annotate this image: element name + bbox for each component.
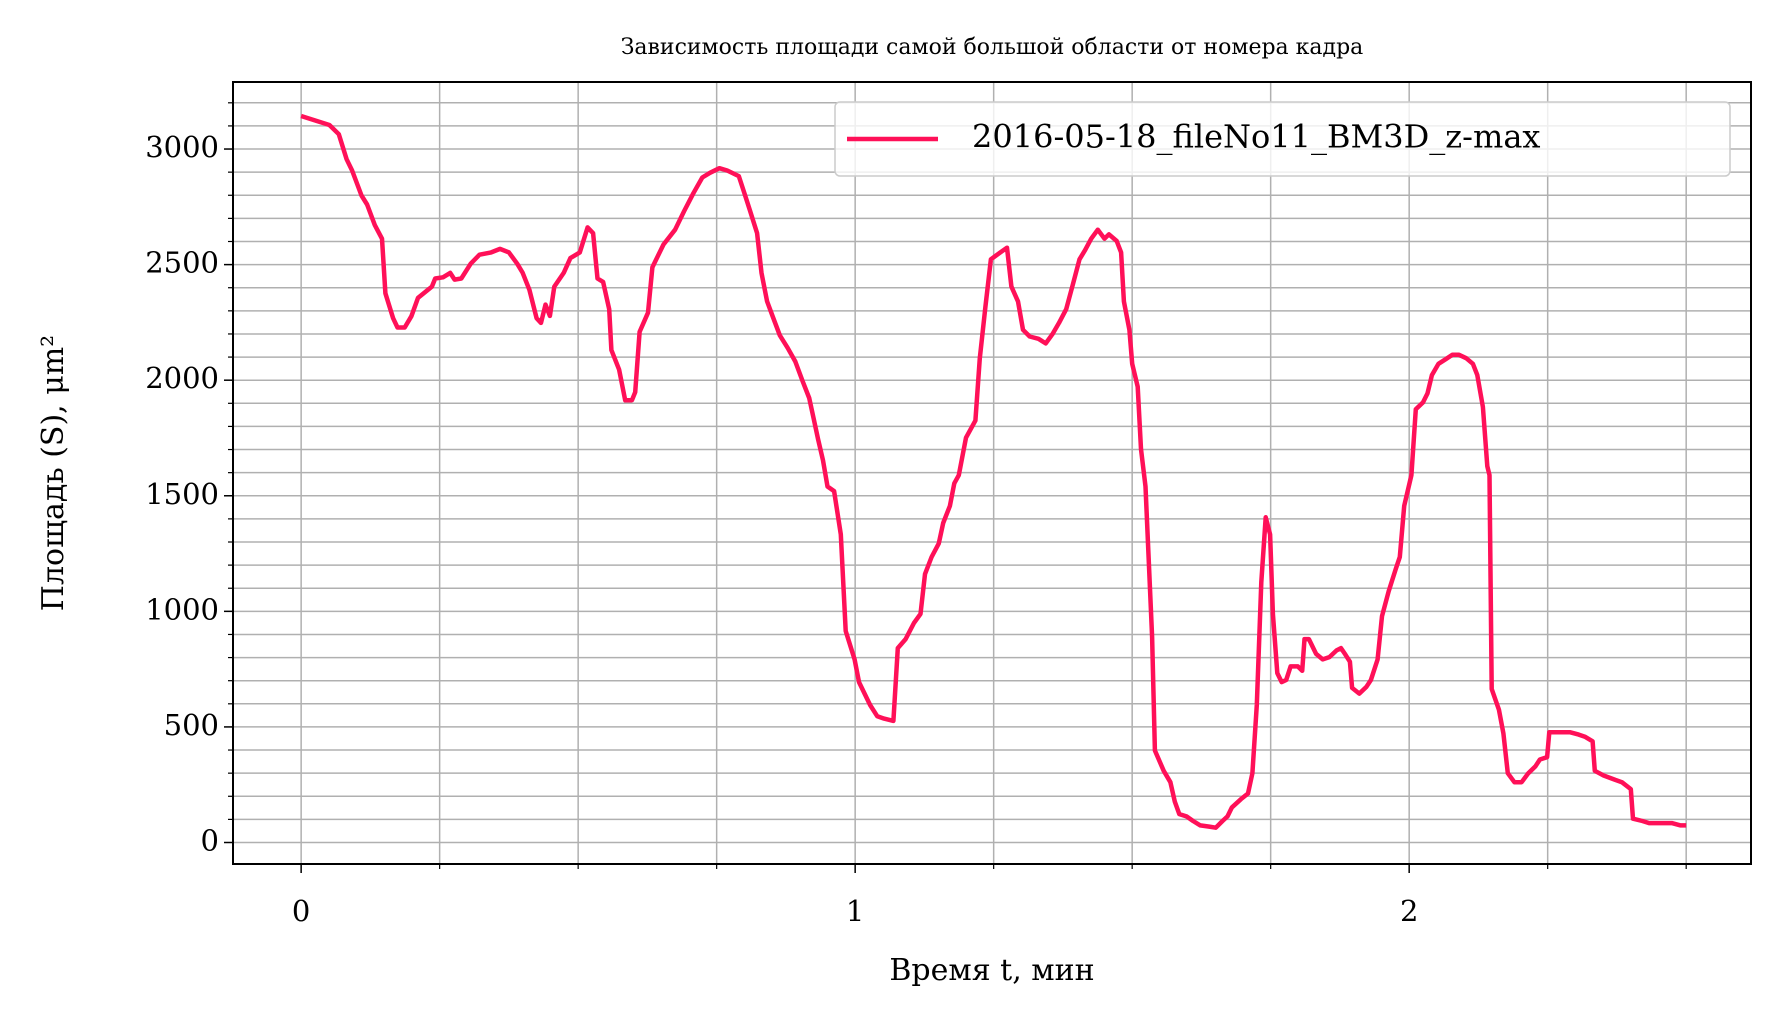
x-tick-label: 2 bbox=[1400, 894, 1418, 928]
x-tick-label: 1 bbox=[846, 894, 864, 928]
y-tick-label: 2000 bbox=[145, 361, 219, 395]
y-tick-label: 500 bbox=[164, 708, 219, 742]
axes-frame bbox=[232, 81, 1752, 865]
y-tick-label: 3000 bbox=[145, 130, 219, 164]
chart-title: Зависимость площади самой большой област… bbox=[621, 35, 1364, 60]
y-tick-label: 2500 bbox=[145, 246, 219, 280]
legend-box bbox=[834, 101, 1731, 177]
y-tick-label: 0 bbox=[201, 824, 219, 858]
y-tick-label: 1500 bbox=[145, 477, 219, 511]
data-line bbox=[300, 113, 1687, 830]
x-axis-label: Время t, мин bbox=[889, 953, 1094, 988]
y-axis-label: Площадь (S), μm² bbox=[36, 335, 71, 611]
y-tick-label: 1000 bbox=[145, 592, 219, 626]
x-tick-label: 0 bbox=[292, 894, 310, 928]
legend-label: 2016-05-18_fileNo11_BM3D_z-max bbox=[972, 118, 1540, 156]
